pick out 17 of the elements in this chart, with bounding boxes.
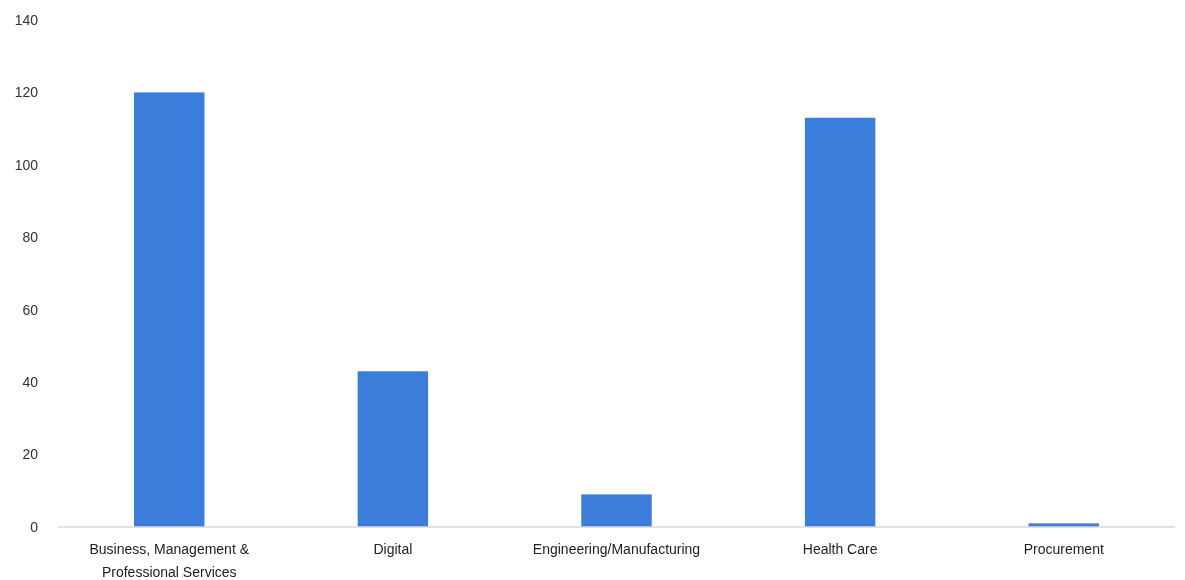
y-tick-label: 0 xyxy=(30,518,39,535)
y-tick-label: 40 xyxy=(22,374,39,391)
y-tick-label: 80 xyxy=(22,229,39,246)
y-tick-label: 60 xyxy=(22,301,39,318)
bar xyxy=(581,494,652,527)
x-tick-label: Health Care xyxy=(802,541,878,557)
x-tick-label: Business, Management & Professional Services xyxy=(89,541,250,580)
bar xyxy=(134,92,205,527)
x-tick-label: Procurement xyxy=(1023,541,1104,557)
y-tick-label: 120 xyxy=(14,84,39,101)
bar xyxy=(804,117,876,527)
x-tick-label: Engineering/Manufacturing xyxy=(532,541,701,557)
x-tick-label: Digital xyxy=(373,541,413,557)
y-tick-label: 140 xyxy=(14,11,39,28)
bar xyxy=(357,371,429,527)
y-tick-label: 20 xyxy=(22,446,39,463)
y-tick-label: 100 xyxy=(14,156,39,173)
